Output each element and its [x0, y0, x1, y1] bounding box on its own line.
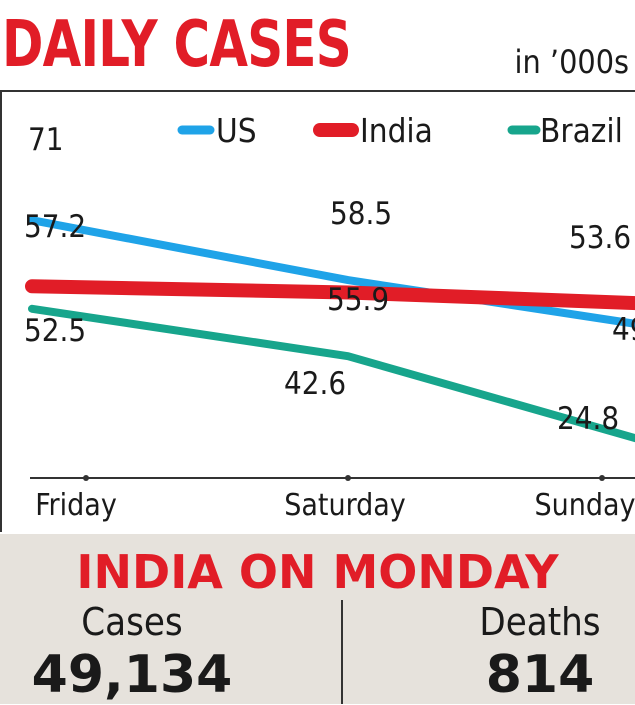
cases-value: 49,134	[31, 645, 233, 705]
x-tick-label-saturday: Saturday	[284, 488, 406, 523]
legend-label-brazil: Brazil	[540, 111, 623, 150]
chart-title: DAILY CASES	[2, 8, 352, 82]
data-label-india-saturday: 55.9	[327, 282, 389, 318]
deaths-label: Deaths	[479, 600, 601, 644]
legend-label-us: US	[216, 111, 257, 150]
data-label-us-saturday: 58.5	[330, 196, 392, 232]
series-line-brazil	[28, 304, 635, 443]
chart-area: Friday Saturday Sunday 71 58.5 49 57.2 55.9 53.6…	[0, 90, 635, 532]
x-axis-tick	[83, 475, 89, 481]
legend-label-india: India	[360, 111, 433, 150]
data-label-brazil-sunday: 24.8	[557, 401, 619, 437]
data-label-india-friday: 57.2	[24, 209, 86, 245]
india-on-monday-panel: INDIA ON MONDAY Cases 49,134 Deaths 814	[0, 534, 635, 704]
deaths-value: 814	[485, 645, 595, 705]
data-label-us-sunday: 49	[612, 312, 635, 348]
data-label-us-friday: 71	[28, 122, 63, 158]
cases-label: Cases	[81, 600, 183, 644]
panel-divider	[341, 600, 343, 704]
line-chart: Friday Saturday Sunday 71 58.5 49 57.2 55.9 53.6…	[24, 111, 635, 523]
panel-title: INDIA ON MONDAY	[76, 545, 559, 599]
series-line-us	[28, 216, 635, 328]
unit-label: in ’000s	[514, 43, 629, 81]
data-label-brazil-saturday: 42.6	[284, 366, 346, 402]
x-tick-label-friday: Friday	[35, 488, 117, 523]
data-label-brazil-friday: 52.5	[24, 313, 86, 349]
x-axis-tick	[345, 475, 351, 481]
data-label-india-sunday: 53.6	[569, 220, 631, 256]
x-axis-tick	[599, 475, 605, 481]
x-tick-label-sunday: Sunday	[534, 488, 635, 523]
series-line-india	[25, 279, 635, 311]
